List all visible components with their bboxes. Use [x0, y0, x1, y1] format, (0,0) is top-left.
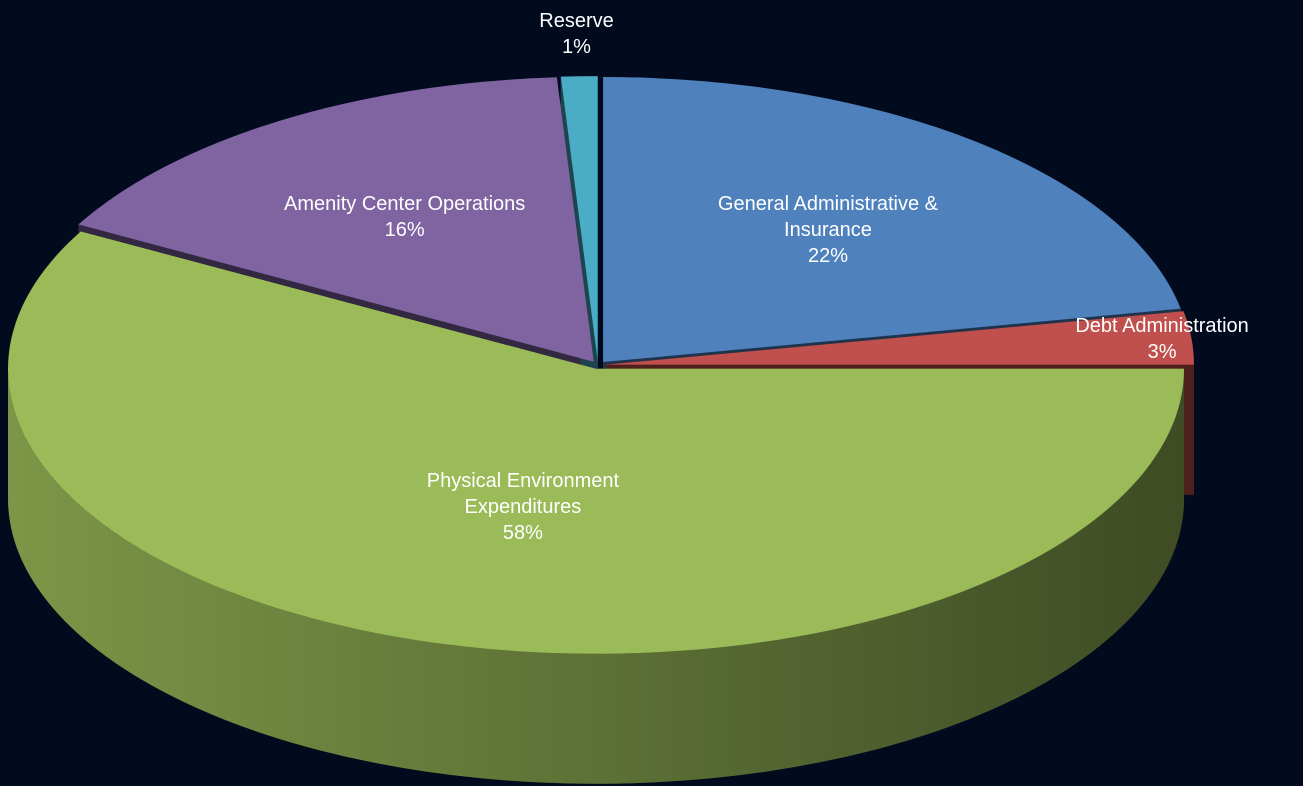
- slice-label: Debt Administration 3%: [1075, 313, 1248, 365]
- slice: [8, 231, 1185, 654]
- value-label: 58%: [502, 521, 543, 544]
- slice-label: Amenity Center Operations 16%: [284, 191, 525, 243]
- category-label: Reserve: [539, 9, 614, 32]
- category-label: General Administrative & Insurance: [717, 193, 939, 242]
- category-label: Debt Administration: [1075, 315, 1249, 338]
- slice-side-shade: [8, 368, 1185, 784]
- value-label: 3%: [1147, 341, 1177, 364]
- value-label: 22%: [807, 245, 848, 268]
- slice: [560, 76, 598, 362]
- slice-label: Physical Environment Expenditures 58%: [378, 468, 668, 546]
- slice: [603, 77, 1181, 363]
- category-label: Amenity Center Operations: [284, 193, 526, 216]
- slice-label: General Administrative & Insurance 22%: [683, 191, 973, 269]
- slice: [78, 77, 594, 362]
- slice: [605, 311, 1194, 365]
- value-label: 1%: [562, 35, 591, 58]
- slice-label: Reserve 1%: [539, 8, 613, 60]
- category-label: Physical Environment Expenditures: [426, 469, 620, 518]
- value-label: 16%: [384, 219, 425, 242]
